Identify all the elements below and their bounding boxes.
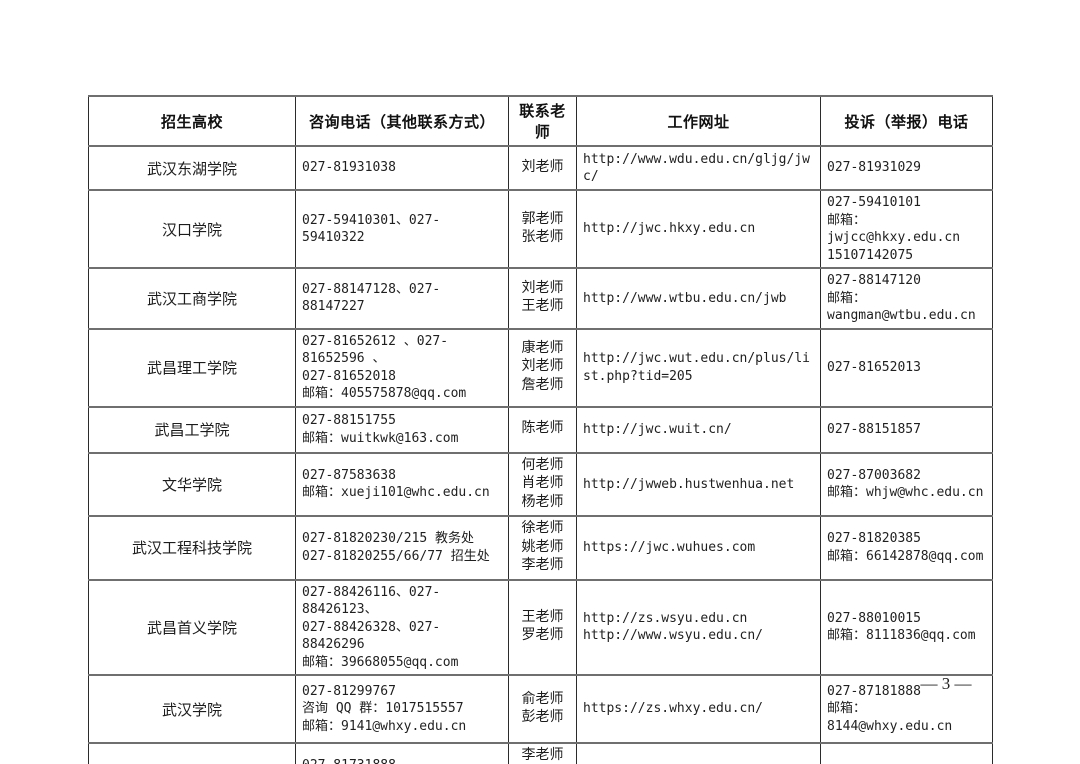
cell-school: 武汉学院 bbox=[88, 674, 296, 744]
table-row: 武汉设计工程学院 027-81731888 027-81731657 李老师 袁… bbox=[88, 742, 993, 764]
cell-website: http://jwc.wut.edu.cn/plus/list.php?tid=… bbox=[576, 327, 821, 408]
page-number: — 3 — bbox=[920, 674, 972, 693]
cell-school: 汉口学院 bbox=[88, 189, 296, 269]
cell-phone: 027-87583638 邮箱：xueji101@whc.edu.cn bbox=[295, 451, 509, 517]
col-header-complaint: 投诉（举报）电话 bbox=[820, 95, 993, 147]
cell-phone: 027-81731888 027-81731657 bbox=[295, 742, 509, 764]
table-row: 汉口学院 027-59410301、027-59410322 郭老师 张老师 h… bbox=[88, 189, 993, 269]
cell-complaint: 027-59410101 邮箱：jwjcc@hkxy.edu.cn 151071… bbox=[820, 189, 993, 269]
col-header-phone: 咨询电话（其他联系方式） bbox=[295, 95, 509, 147]
cell-school: 文华学院 bbox=[88, 451, 296, 517]
cell-complaint: 027-88147120 邮箱：wangman@wtbu.edu.cn bbox=[820, 267, 993, 330]
cell-website: https://zs.whxy.edu.cn/ bbox=[576, 674, 821, 744]
cell-phone: 027-88426116、027-88426123、 027-88426328、… bbox=[295, 578, 509, 676]
cell-website: http://www.wdu.edu.cn/gljg/jwc/ bbox=[576, 145, 821, 191]
cell-teachers: 郭老师 张老师 bbox=[508, 189, 577, 269]
cell-school: 武昌理工学院 bbox=[88, 327, 296, 408]
cell-teachers: 刘老师 王老师 bbox=[508, 267, 577, 330]
cell-phone: 027-81299767 咨询 QQ 群：1017515557 邮箱：9141@… bbox=[295, 674, 509, 744]
cell-website: http://jwc.wuit.cn/ bbox=[576, 405, 821, 454]
cell-website: https://zb.wids.edu.cn bbox=[576, 742, 821, 764]
cell-website: https://jwc.wuhues.com bbox=[576, 515, 821, 581]
table-row: 文华学院 027-87583638 邮箱：xueji101@whc.edu.cn… bbox=[88, 451, 993, 517]
contact-table: 招生高校 咨询电话（其他联系方式） 联系老师 工作网址 投诉（举报）电话 武汉东… bbox=[88, 95, 993, 764]
cell-complaint: 027-87003682 邮箱：whjw@whc.edu.cn bbox=[820, 451, 993, 517]
cell-phone: 027-88151755 邮箱：wuitkwk@163.com bbox=[295, 405, 509, 454]
cell-website: http://jwc.hkxy.edu.cn bbox=[576, 189, 821, 269]
cell-phone: 027-88147128、027-88147227 bbox=[295, 267, 509, 330]
cell-school: 武汉工商学院 bbox=[88, 267, 296, 330]
cell-phone: 027-59410301、027-59410322 bbox=[295, 189, 509, 269]
cell-teachers: 陈老师 bbox=[508, 405, 577, 454]
cell-complaint: 027-81820385 邮箱：66142878@qq.com bbox=[820, 515, 993, 581]
cell-phone: 027-81931038 bbox=[295, 145, 509, 191]
table-row: 武昌首义学院 027-88426116、027-88426123、 027-88… bbox=[88, 578, 993, 676]
cell-complaint: 027-81652013 bbox=[820, 327, 993, 408]
table-row: 武昌工学院 027-88151755 邮箱：wuitkwk@163.com 陈老… bbox=[88, 405, 993, 454]
cell-complaint: 027-88010015 邮箱：8111836@qq.com bbox=[820, 578, 993, 676]
table-row: 武昌理工学院 027-81652612 、027-81652596 、 027-… bbox=[88, 327, 993, 408]
cell-teachers: 俞老师 彭老师 bbox=[508, 674, 577, 744]
cell-complaint: 027-81730636 bbox=[820, 742, 993, 764]
cell-website: http://www.wtbu.edu.cn/jwb bbox=[576, 267, 821, 330]
col-header-teachers: 联系老师 bbox=[508, 95, 577, 147]
cell-school: 武汉东湖学院 bbox=[88, 145, 296, 191]
col-header-school: 招生高校 bbox=[88, 95, 296, 147]
cell-complaint: 027-88151857 bbox=[820, 405, 993, 454]
cell-teachers: 徐老师 姚老师 李老师 bbox=[508, 515, 577, 581]
cell-website: http://zs.wsyu.edu.cn http://www.wsyu.ed… bbox=[576, 578, 821, 676]
cell-school: 武昌工学院 bbox=[88, 405, 296, 454]
table-row: 武汉学院 027-81299767 咨询 QQ 群：1017515557 邮箱：… bbox=[88, 674, 993, 744]
table-row: 武汉工程科技学院 027-81820230/215 教务处 027-818202… bbox=[88, 515, 993, 581]
cell-complaint: 027-81931029 bbox=[820, 145, 993, 191]
table-row: 武汉工商学院 027-88147128、027-88147227 刘老师 王老师… bbox=[88, 267, 993, 330]
cell-teachers: 李老师 袁老师 许老师 bbox=[508, 742, 577, 764]
table-row: 武汉东湖学院 027-81931038 刘老师 http://www.wdu.e… bbox=[88, 145, 993, 191]
cell-school: 武昌首义学院 bbox=[88, 578, 296, 676]
cell-teachers: 王老师 罗老师 bbox=[508, 578, 577, 676]
cell-phone: 027-81820230/215 教务处 027-81820255/66/77 … bbox=[295, 515, 509, 581]
cell-teachers: 刘老师 bbox=[508, 145, 577, 191]
cell-website: http://jwweb.hustwenhua.net bbox=[576, 451, 821, 517]
cell-teachers: 何老师 肖老师 杨老师 bbox=[508, 451, 577, 517]
col-header-website: 工作网址 bbox=[576, 95, 821, 147]
cell-phone: 027-81652612 、027-81652596 、 027-8165201… bbox=[295, 327, 509, 408]
cell-school: 武汉工程科技学院 bbox=[88, 515, 296, 581]
cell-complaint: 027-87181888 邮箱：8144@whxy.edu.cn bbox=[820, 674, 993, 744]
cell-teachers: 康老师 刘老师 詹老师 bbox=[508, 327, 577, 408]
cell-school: 武汉设计工程学院 bbox=[88, 742, 296, 764]
table-header-row: 招生高校 咨询电话（其他联系方式） 联系老师 工作网址 投诉（举报）电话 bbox=[88, 95, 993, 147]
